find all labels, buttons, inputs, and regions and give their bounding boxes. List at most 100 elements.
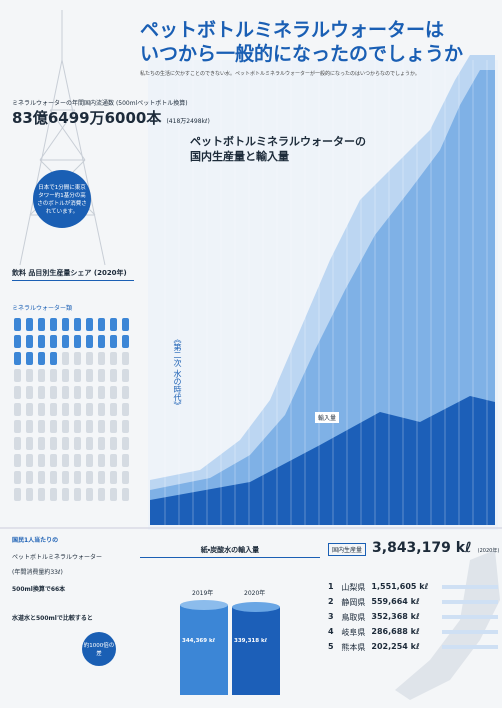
bottle-icon xyxy=(26,454,33,467)
circulation: ミネラルウォーターの年間国内流通数 (500mlペットボトル換算) 83億649… xyxy=(12,98,210,128)
prefecture: 岐阜県 xyxy=(341,628,366,637)
bottle-icon xyxy=(98,386,105,399)
sub: (418万2498kℓ) xyxy=(166,118,210,125)
share-year: (2020年) xyxy=(93,269,127,277)
bar-note xyxy=(442,645,498,649)
bottle-icon xyxy=(14,437,21,450)
bottle-icon xyxy=(122,335,129,348)
bottle-icon xyxy=(98,318,105,331)
bottle-icon xyxy=(38,369,45,382)
bottle-icon xyxy=(122,437,129,450)
bottle-icon xyxy=(98,488,105,501)
bottle-icon xyxy=(86,437,93,450)
rank-number: 4 xyxy=(328,627,334,636)
bottle-icon xyxy=(62,369,69,382)
ranking-row: 2 静岡県 559,664 kℓ xyxy=(328,597,498,608)
import-area xyxy=(150,396,495,525)
ranking-row: 1 山梨県 1,551,605 kℓ xyxy=(328,582,498,593)
bottle-icon xyxy=(122,420,129,433)
bottle-icon xyxy=(50,352,57,365)
bottle-icon xyxy=(110,420,117,433)
bottle-icon xyxy=(110,403,117,416)
bottle-icon xyxy=(86,420,93,433)
per-capita-annual: (年間消費量約33ℓ) xyxy=(12,569,63,576)
bottle-icon xyxy=(62,352,69,365)
bottle-icon xyxy=(74,403,81,416)
bottle-icon xyxy=(74,335,81,348)
bottle-icon xyxy=(86,318,93,331)
bottle-icon xyxy=(86,386,93,399)
bottle-icon xyxy=(26,471,33,484)
bottle-icon xyxy=(74,352,81,365)
bottle-icon xyxy=(86,471,93,484)
bottle-icon xyxy=(62,488,69,501)
domestic-year: (2020年) xyxy=(477,548,500,554)
bottle-icon xyxy=(122,318,129,331)
share: 飲料 品目別生産量シェア (2020年) ミネラルウォーター類 xyxy=(12,268,134,312)
bottle-icon xyxy=(62,437,69,450)
bottle-icon xyxy=(14,369,21,382)
per-capita: 国民1人当たりの ペットボトルミネラルウォーター (年間消費量約33ℓ) 500… xyxy=(12,535,132,666)
title-line: ペットボトルミネラルウォーターは xyxy=(140,19,445,41)
bottle-icon xyxy=(74,420,81,433)
bottle-icon xyxy=(14,318,21,331)
import-cylinders xyxy=(180,600,280,695)
bottle-icon xyxy=(62,454,69,467)
bottle-icon xyxy=(74,437,81,450)
bottle-icon xyxy=(26,420,33,433)
bottle-icon xyxy=(110,386,117,399)
bottle-icon xyxy=(98,420,105,433)
bottle-icon xyxy=(74,369,81,382)
prefecture: 熊本県 xyxy=(341,643,366,652)
ranking-row: 5 熊本県 202,254 kℓ xyxy=(328,642,498,653)
bottle-icon xyxy=(86,352,93,365)
bottle-icon xyxy=(38,420,45,433)
bottle-icon xyxy=(38,352,45,365)
bar-note xyxy=(442,630,498,634)
chart-title-line: 国内生産量と輸入量 xyxy=(190,150,289,163)
bottle-icon xyxy=(50,437,57,450)
per-capita-bottles: 500ml換算で66本 xyxy=(12,586,66,593)
bottle-icon xyxy=(14,386,21,399)
bottle-icon xyxy=(62,471,69,484)
bottle-icon xyxy=(26,352,33,365)
bottle-icon xyxy=(98,437,105,450)
bottle-icon xyxy=(50,335,57,348)
bottle-icon xyxy=(14,471,21,484)
bottle-icon xyxy=(110,454,117,467)
bottle-icon xyxy=(110,471,117,484)
bottle-icon xyxy=(98,454,105,467)
bottle-icon xyxy=(26,318,33,331)
bottle-icon xyxy=(122,488,129,501)
rank-number: 1 xyxy=(328,582,334,591)
bottle-icon xyxy=(38,386,45,399)
bottle-icon xyxy=(26,437,33,450)
bottle-icon xyxy=(62,386,69,399)
prefecture: 山梨県 xyxy=(341,583,366,592)
era-label: 《第二次 水の時代》 xyxy=(173,335,182,410)
bottle-icon xyxy=(50,318,57,331)
bottle-icon xyxy=(86,454,93,467)
bottle-icon xyxy=(74,454,81,467)
bottle-icon xyxy=(122,403,129,416)
tower-note: 日本で1分間に東京タワー約1基分の高さのボトルが消費されています。 xyxy=(33,170,91,228)
production-area-inner xyxy=(150,70,495,525)
bottle-icon xyxy=(14,403,21,416)
bottle-icon xyxy=(110,335,117,348)
bottle-icon xyxy=(86,369,93,382)
bar-note xyxy=(442,615,498,619)
bottle-icon xyxy=(14,352,21,365)
bottle-icon xyxy=(110,318,117,331)
bottle-icon xyxy=(74,386,81,399)
bottle-icon xyxy=(14,454,21,467)
imports: 紙・炭酸水の輸入量 xyxy=(140,545,320,558)
bottle-icon xyxy=(122,352,129,365)
imports-title: 紙・炭酸水の輸入量 xyxy=(140,545,320,558)
bottle-icon xyxy=(50,454,57,467)
stripes xyxy=(164,60,488,525)
import-year: 2019年 xyxy=(192,590,214,597)
bottle-icon xyxy=(50,369,57,382)
bottle-icon xyxy=(38,471,45,484)
bottle-icon xyxy=(26,369,33,382)
ranking-row: 3 鳥取県 352,368 kℓ xyxy=(328,612,498,623)
